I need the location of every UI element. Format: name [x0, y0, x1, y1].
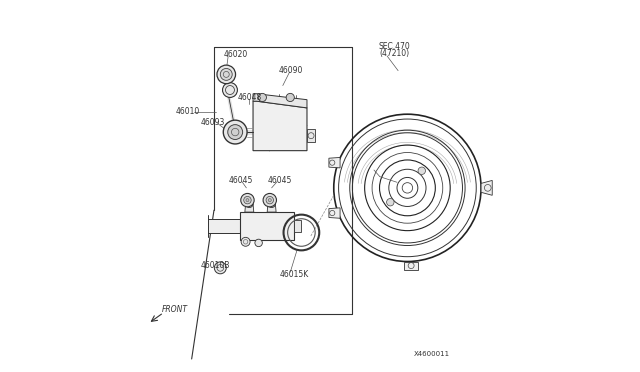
Circle shape — [259, 93, 266, 102]
Polygon shape — [481, 180, 492, 195]
Text: SEC.470: SEC.470 — [379, 42, 410, 51]
Polygon shape — [253, 94, 307, 108]
Circle shape — [244, 196, 251, 204]
Text: 46045: 46045 — [268, 176, 292, 185]
Circle shape — [220, 68, 232, 80]
Text: 46010B: 46010B — [200, 262, 230, 270]
Polygon shape — [404, 262, 418, 270]
Circle shape — [387, 199, 394, 206]
Polygon shape — [329, 208, 340, 218]
Circle shape — [263, 193, 276, 207]
Circle shape — [266, 196, 273, 204]
Text: FRONT: FRONT — [162, 305, 188, 314]
Polygon shape — [329, 157, 340, 168]
Circle shape — [268, 200, 275, 208]
Text: 46015K: 46015K — [280, 270, 309, 279]
Text: X4600011: X4600011 — [414, 351, 450, 357]
Text: 46048: 46048 — [237, 93, 262, 102]
Polygon shape — [267, 204, 276, 212]
Polygon shape — [253, 101, 307, 151]
Text: 46020: 46020 — [223, 50, 248, 59]
Text: 46093: 46093 — [201, 118, 225, 126]
Circle shape — [255, 239, 262, 247]
Circle shape — [223, 83, 237, 97]
Circle shape — [268, 199, 271, 202]
Text: 46090: 46090 — [279, 66, 303, 75]
Circle shape — [214, 262, 227, 274]
Polygon shape — [240, 212, 294, 240]
Polygon shape — [245, 204, 254, 212]
Circle shape — [286, 93, 294, 102]
Circle shape — [241, 237, 250, 246]
Text: (47210): (47210) — [380, 49, 410, 58]
Polygon shape — [307, 129, 315, 142]
Text: 46010: 46010 — [176, 107, 200, 116]
Bar — [209, 219, 240, 233]
Circle shape — [217, 65, 236, 84]
Circle shape — [241, 193, 254, 207]
Circle shape — [223, 120, 247, 144]
Polygon shape — [294, 220, 301, 231]
Circle shape — [246, 199, 249, 202]
Circle shape — [418, 167, 426, 174]
Circle shape — [246, 200, 253, 208]
Circle shape — [228, 125, 243, 140]
Text: 46045: 46045 — [229, 176, 253, 185]
